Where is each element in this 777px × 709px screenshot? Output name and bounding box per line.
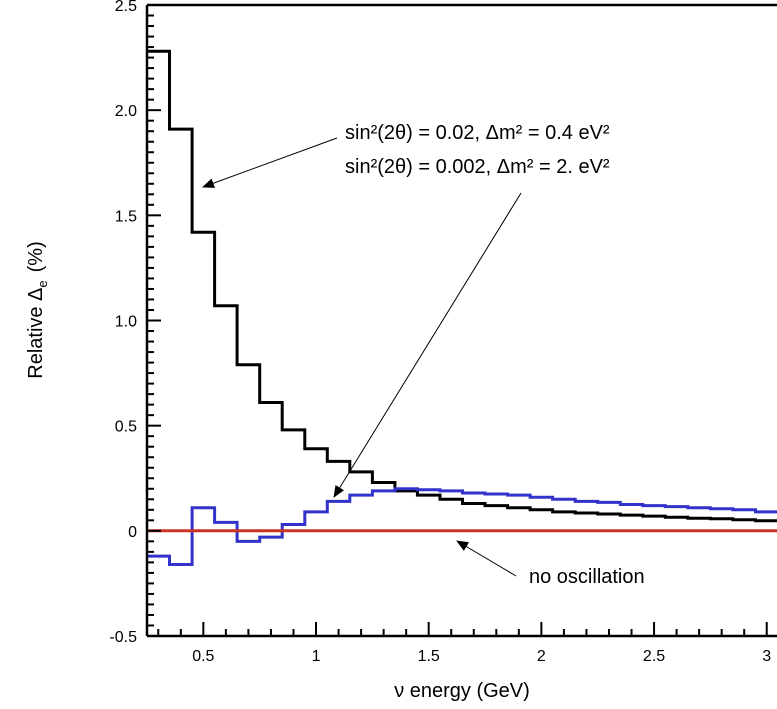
y-tick-label: 2.0 <box>115 103 137 120</box>
series-line-blue <box>147 487 777 566</box>
x-tick-label: 0.5 <box>192 648 214 665</box>
x-tick-label: 1.5 <box>418 648 440 665</box>
y-tick-label: 1.5 <box>115 208 137 225</box>
y-tick-label: 0 <box>128 524 137 541</box>
x-tick-label: 1 <box>312 648 321 665</box>
x-axis-title: ν energy (GeV) <box>394 680 530 702</box>
y-tick-label: 0.5 <box>115 419 137 436</box>
annotation-label-3: no oscillation <box>529 566 645 588</box>
annotation-label-1: sin²(2θ) = 0.02, Δm² = 0.4 eV² <box>345 122 610 144</box>
y-axis-title: Relative Δe (%) <box>25 241 50 379</box>
annotation-arrow-3 <box>456 540 517 577</box>
annotation-arrow-2 <box>333 192 522 498</box>
y-tick-label: 2.5 <box>115 0 137 15</box>
y-tick-label: -0.5 <box>109 629 137 646</box>
y-axis-title-sub: e <box>35 280 50 287</box>
x-tick-label: 2.5 <box>643 648 665 665</box>
x-tick-label: 2 <box>537 648 546 665</box>
x-tick-label: 3 <box>762 648 771 665</box>
series-line-black <box>147 49 777 523</box>
y-tick-label: 1.0 <box>115 314 137 331</box>
annotation-arrow-1 <box>202 137 338 188</box>
x-axis-ticks: 0.5 1 1.5 2 2.5 3 <box>157 622 771 665</box>
y-axis-title-unit: (%) <box>25 241 47 272</box>
y-axis-title-main: Relative Δ <box>25 288 47 379</box>
annotation-label-2: sin²(2θ) = 0.002, Δm² = 2. eV² <box>345 156 610 178</box>
y-axis-ticks: -0.5 0 0.5 1.0 1.5 2.0 2.5 <box>109 0 161 646</box>
